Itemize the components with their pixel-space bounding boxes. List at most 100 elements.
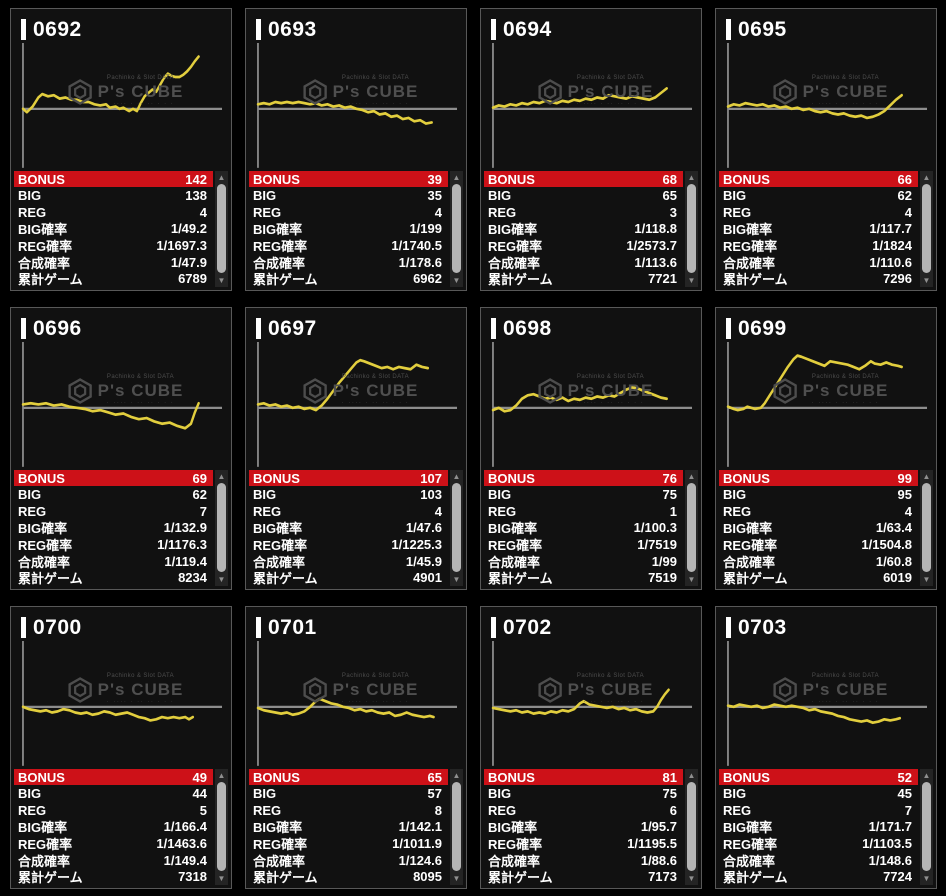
- stat-label: BIG: [18, 188, 42, 204]
- header-accent-bar: [726, 19, 731, 40]
- scrollbar[interactable]: ▲ ▼: [450, 469, 463, 586]
- scroll-up-icon[interactable]: ▲: [217, 172, 226, 182]
- scrollbar[interactable]: ▲ ▼: [450, 768, 463, 885]
- scroll-up-icon[interactable]: ▲: [922, 770, 931, 780]
- stat-label: REG確率: [18, 538, 73, 554]
- scrollbar-thumb[interactable]: [217, 482, 226, 572]
- stats-row-combined-rate: 合成確率 1/99: [484, 553, 683, 570]
- scroll-down-icon[interactable]: ▼: [687, 575, 696, 584]
- scrollbar[interactable]: ▲ ▼: [685, 768, 698, 885]
- stat-label: BONUS: [723, 470, 770, 486]
- graph-line: [256, 697, 435, 719]
- scrollbar-thumb[interactable]: [922, 781, 931, 871]
- win-graph: [21, 641, 223, 766]
- stat-label: REG: [253, 503, 282, 519]
- stat-value: 4: [434, 503, 442, 519]
- scrollbar-thumb[interactable]: [452, 482, 461, 572]
- stats-row-reg: REG 4: [719, 503, 918, 520]
- scroll-up-icon[interactable]: ▲: [452, 770, 461, 780]
- header-accent-bar: [256, 617, 261, 638]
- stats-row-bonus: BONUS 142: [14, 170, 213, 188]
- machine-panel[interactable]: 0694 Pachinko & Slot DATA P's CUBE · ···…: [480, 8, 702, 291]
- scroll-up-icon[interactable]: ▲: [452, 471, 461, 481]
- scroll-up-icon[interactable]: ▲: [922, 471, 931, 481]
- machine-panel[interactable]: 0698 Pachinko & Slot DATA P's CUBE · ···…: [480, 307, 702, 590]
- scrollbar-thumb[interactable]: [217, 183, 226, 273]
- stat-value: 1/1697.3: [156, 238, 207, 254]
- stat-label: REG確率: [253, 837, 308, 853]
- stat-value: 1/49.2: [170, 221, 207, 237]
- stat-value: 1/132.9: [163, 520, 207, 536]
- stat-value: 4: [904, 204, 912, 220]
- scrollbar[interactable]: ▲ ▼: [215, 469, 228, 586]
- stats-row-big: BIG 75: [484, 785, 683, 802]
- scrollbar[interactable]: ▲ ▼: [450, 170, 463, 287]
- machine-number: 0700: [33, 616, 82, 639]
- stat-value: 7724: [883, 869, 912, 885]
- stats-row-combined-rate: 合成確率 1/119.4: [14, 553, 213, 570]
- scroll-down-icon[interactable]: ▼: [922, 575, 931, 584]
- scrollbar-thumb[interactable]: [922, 482, 931, 572]
- scrollbar-thumb[interactable]: [452, 183, 461, 273]
- stats-row-bonus: BONUS 52: [719, 768, 918, 786]
- machine-panel[interactable]: 0693 Pachinko & Slot DATA P's CUBE · ···…: [245, 8, 467, 291]
- stat-value: 6789: [178, 271, 207, 287]
- scroll-up-icon[interactable]: ▲: [687, 172, 696, 182]
- stats-row-reg: REG 5: [14, 802, 213, 819]
- scroll-up-icon[interactable]: ▲: [217, 770, 226, 780]
- scroll-down-icon[interactable]: ▼: [452, 874, 461, 883]
- scrollbar-thumb[interactable]: [217, 781, 226, 871]
- scroll-up-icon[interactable]: ▲: [687, 471, 696, 481]
- stat-value: 52: [897, 769, 912, 785]
- scroll-up-icon[interactable]: ▲: [217, 471, 226, 481]
- scrollbar[interactable]: ▲ ▼: [685, 170, 698, 287]
- panel-header: 0692: [11, 9, 231, 41]
- header-accent-bar: [491, 617, 496, 638]
- stat-label: 累計ゲーム: [253, 870, 318, 886]
- stat-label: BONUS: [723, 769, 770, 785]
- machine-panel[interactable]: 0702 Pachinko & Slot DATA P's CUBE · ···…: [480, 606, 702, 889]
- stat-label: BIG確率: [488, 820, 538, 836]
- stat-value: 1/113.6: [634, 254, 677, 270]
- scrollbar-thumb[interactable]: [687, 781, 696, 871]
- scroll-down-icon[interactable]: ▼: [922, 874, 931, 883]
- scrollbar-thumb[interactable]: [922, 183, 931, 273]
- machine-panel[interactable]: 0700 Pachinko & Slot DATA P's CUBE · ···…: [10, 606, 232, 889]
- machine-panel[interactable]: 0703 Pachinko & Slot DATA P's CUBE · ···…: [715, 606, 937, 889]
- scroll-down-icon[interactable]: ▼: [217, 575, 226, 584]
- stat-label: BIG確率: [723, 820, 773, 836]
- machine-panel[interactable]: 0701 Pachinko & Slot DATA P's CUBE · ···…: [245, 606, 467, 889]
- stats-row-combined-rate: 合成確率 1/88.6: [484, 852, 683, 869]
- scroll-down-icon[interactable]: ▼: [452, 276, 461, 285]
- stat-label: BIG: [723, 188, 747, 204]
- scroll-down-icon[interactable]: ▼: [687, 874, 696, 883]
- scroll-down-icon[interactable]: ▼: [452, 575, 461, 584]
- scrollbar[interactable]: ▲ ▼: [685, 469, 698, 586]
- machine-panel[interactable]: 0696 Pachinko & Slot DATA P's CUBE · ···…: [10, 307, 232, 590]
- machine-panel[interactable]: 0692 Pachinko & Slot DATA P's CUBE · ···…: [10, 8, 232, 291]
- scroll-up-icon[interactable]: ▲: [687, 770, 696, 780]
- scrollbar[interactable]: ▲ ▼: [215, 170, 228, 287]
- scroll-up-icon[interactable]: ▲: [922, 172, 931, 182]
- panel-header: 0702: [481, 607, 701, 639]
- machine-panel[interactable]: 0697 Pachinko & Slot DATA P's CUBE · ···…: [245, 307, 467, 590]
- scrollbar[interactable]: ▲ ▼: [920, 768, 933, 885]
- scrollbar[interactable]: ▲ ▼: [920, 170, 933, 287]
- scrollbar-thumb[interactable]: [687, 183, 696, 273]
- stats-row-big: BIG 45: [719, 785, 918, 802]
- scroll-down-icon[interactable]: ▼: [217, 874, 226, 883]
- scroll-down-icon[interactable]: ▼: [922, 276, 931, 285]
- scroll-down-icon[interactable]: ▼: [687, 276, 696, 285]
- stat-value: 1/117.7: [869, 221, 912, 237]
- stat-label: REG確率: [253, 239, 308, 255]
- machine-panel[interactable]: 0699 Pachinko & Slot DATA P's CUBE · ···…: [715, 307, 937, 590]
- scrollbar[interactable]: ▲ ▼: [920, 469, 933, 586]
- stats-row-reg: REG 7: [14, 503, 213, 520]
- machine-panel[interactable]: 0695 Pachinko & Slot DATA P's CUBE · ···…: [715, 8, 937, 291]
- scrollbar-thumb[interactable]: [452, 781, 461, 871]
- scroll-down-icon[interactable]: ▼: [217, 276, 226, 285]
- scroll-up-icon[interactable]: ▲: [452, 172, 461, 182]
- scrollbar[interactable]: ▲ ▼: [215, 768, 228, 885]
- scrollbar-thumb[interactable]: [687, 482, 696, 572]
